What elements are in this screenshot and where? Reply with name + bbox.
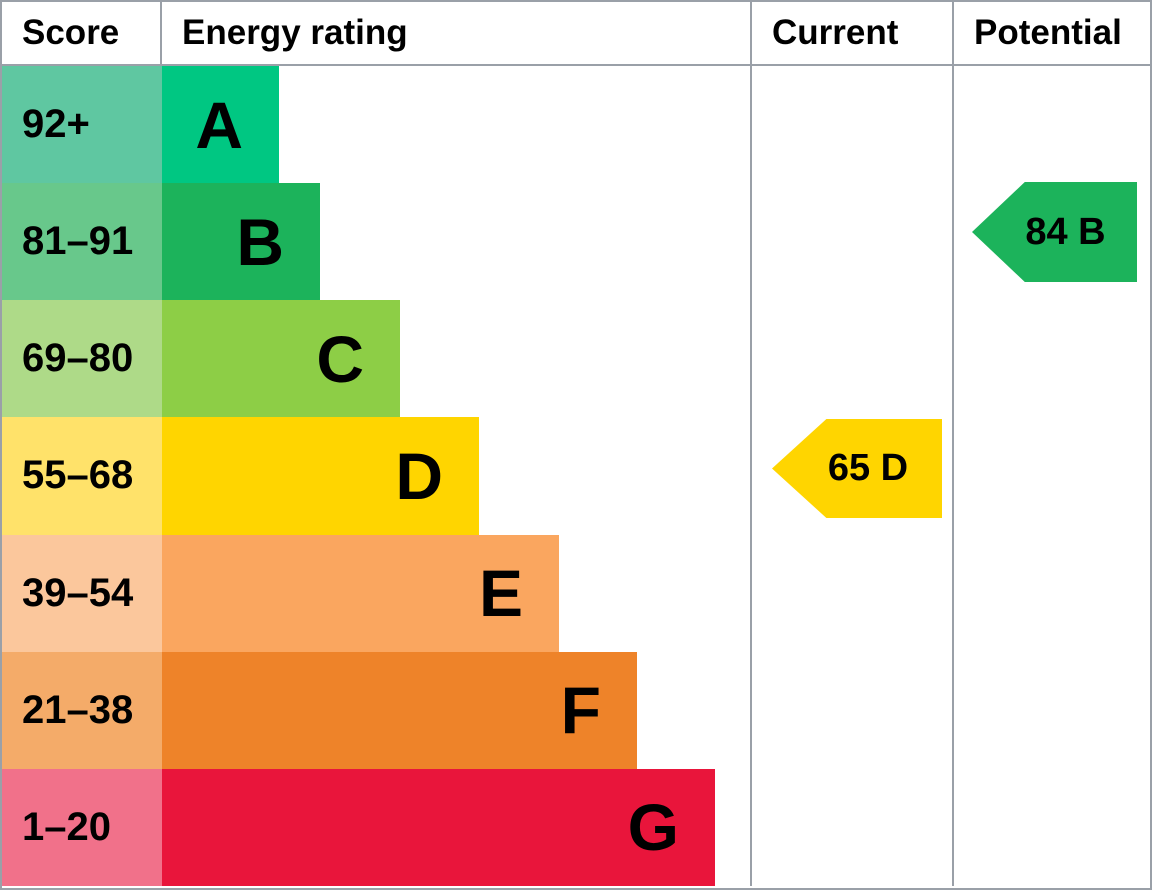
column-header-score: Score [2, 2, 162, 64]
band-bar-b: B [162, 183, 320, 301]
band-letter-g: G [627, 790, 679, 865]
band-bar-d: D [162, 417, 479, 535]
band-bar-e: E [162, 534, 559, 652]
column-header-current: Current [750, 2, 952, 64]
band-row-g: 1–20 G [2, 768, 750, 886]
band-letter-e: E [478, 556, 523, 631]
band-row-c: 69–80 C [2, 300, 750, 418]
band-letter-d: D [395, 438, 443, 513]
rating-bands: 92+ A 81–91 B 69–80 C 55–68 D [2, 66, 750, 886]
table-header: Score Energy rating Current Potential [2, 2, 1150, 66]
band-bar-c: C [162, 300, 400, 418]
band-row-e: 39–54 E [2, 534, 750, 652]
potential-column: 84 B [952, 66, 1150, 886]
score-range-f: 21–38 [2, 651, 162, 769]
band-row-d: 55–68 D [2, 417, 750, 535]
score-range-d: 55–68 [2, 417, 162, 535]
score-range-a: 92+ [2, 66, 162, 184]
band-row-a: 92+ A [2, 66, 750, 184]
score-range-g: 1–20 [2, 768, 162, 886]
current-column: 65 D [750, 66, 952, 886]
score-range-c: 69–80 [2, 300, 162, 418]
band-row-f: 21–38 F [2, 651, 750, 769]
current-rating-arrow: 65 D [772, 419, 942, 518]
band-letter-a: A [195, 87, 243, 162]
band-bar-g: G [162, 768, 715, 886]
band-bar-a: A [162, 66, 279, 184]
band-letter-b: B [236, 204, 284, 279]
band-row-b: 81–91 B [2, 183, 750, 301]
column-header-potential: Potential [952, 2, 1150, 64]
score-range-b: 81–91 [2, 183, 162, 301]
potential-rating-arrow: 84 B [972, 182, 1137, 282]
column-header-energy-rating: Energy rating [182, 13, 408, 52]
chart-body: 92+ A 81–91 B 69–80 C 55–68 D [2, 66, 1150, 886]
score-range-e: 39–54 [2, 534, 162, 652]
band-letter-f: F [560, 673, 601, 748]
band-bar-f: F [162, 651, 637, 769]
band-letter-c: C [316, 321, 364, 396]
